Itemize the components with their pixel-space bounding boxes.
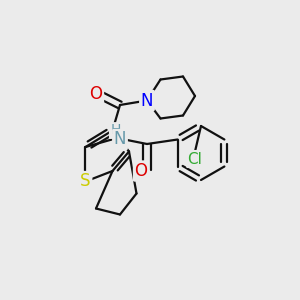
Text: Cl: Cl	[188, 152, 202, 166]
Text: N: N	[141, 92, 153, 110]
Text: N: N	[114, 130, 126, 148]
Text: O: O	[89, 85, 103, 103]
Text: O: O	[134, 162, 148, 180]
Text: S: S	[80, 172, 91, 190]
Text: H: H	[110, 124, 121, 137]
